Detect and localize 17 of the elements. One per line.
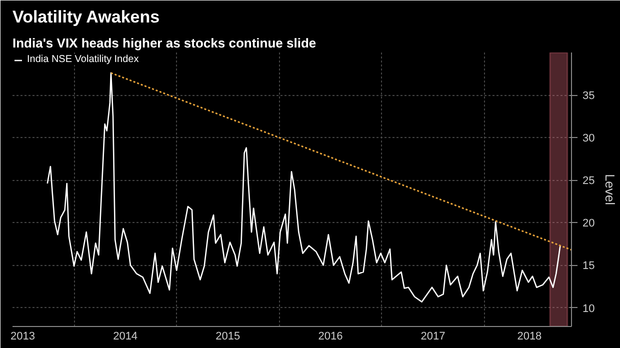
y-tick-label: 10 <box>582 302 595 315</box>
y-tick-label: 20 <box>582 218 595 230</box>
y-tick-label: 30 <box>582 132 595 145</box>
line-series <box>46 72 561 302</box>
y-tick-label: 25 <box>582 175 595 188</box>
y-tick-label: 35 <box>582 90 595 102</box>
y-axis-title: Level <box>602 174 618 206</box>
x-tick-label: 2014 <box>113 330 138 342</box>
x-tick-label: 2017 <box>420 330 446 342</box>
y-tick-label: 15 <box>582 260 595 272</box>
chart-subtitle: India's VIX heads higher as stocks continue slide <box>12 36 316 50</box>
x-tick-label: 2013 <box>10 330 36 342</box>
legend-label: India NSE Volatility Index <box>27 54 139 65</box>
x-tick-label: 2018 <box>517 330 542 342</box>
chart-title: Volatility Awakens <box>12 8 160 26</box>
x-tick-label: 2016 <box>318 330 343 342</box>
x-tick-label: 2015 <box>216 330 240 342</box>
